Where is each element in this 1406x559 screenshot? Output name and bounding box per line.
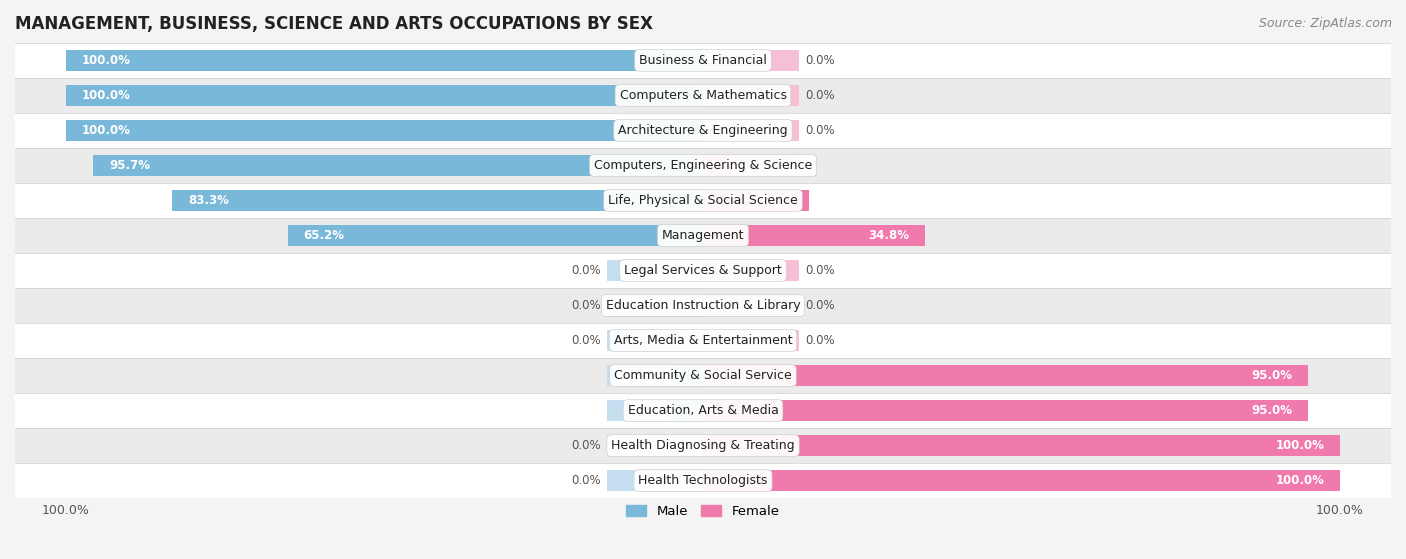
Bar [607,50,703,70]
Text: MANAGEMENT, BUSINESS, SCIENCE AND ARTS OCCUPATIONS BY SEX: MANAGEMENT, BUSINESS, SCIENCE AND ARTS O… [15,15,652,33]
Text: 100.0%: 100.0% [82,54,131,67]
Text: Community & Social Service: Community & Social Service [614,369,792,382]
Bar [703,190,810,211]
Text: 65.2%: 65.2% [304,229,344,242]
Text: 34.8%: 34.8% [868,229,908,242]
Text: 0.0%: 0.0% [804,264,835,277]
Text: 83.3%: 83.3% [188,194,229,207]
Bar [703,435,1340,456]
Text: Business & Financial: Business & Financial [640,54,766,67]
Text: 100.0%: 100.0% [1275,474,1324,487]
Bar [66,50,703,70]
Bar [15,183,1391,218]
Bar [671,400,703,421]
Text: Computers, Engineering & Science: Computers, Engineering & Science [593,159,813,172]
Bar [607,120,703,140]
Bar [607,435,703,456]
Bar [15,218,1391,253]
Bar [607,330,703,350]
Bar [703,366,1308,386]
Bar [703,471,1340,491]
Bar [173,190,703,211]
Bar [607,366,703,386]
Text: Health Diagnosing & Treating: Health Diagnosing & Treating [612,439,794,452]
Text: Life, Physical & Social Science: Life, Physical & Social Science [609,194,797,207]
Bar [703,50,799,70]
Text: 5.0%: 5.0% [688,404,720,417]
Text: Computers & Mathematics: Computers & Mathematics [620,89,786,102]
Text: 0.0%: 0.0% [571,439,602,452]
Text: 100.0%: 100.0% [82,124,131,137]
Text: 100.0%: 100.0% [1275,439,1324,452]
Bar [703,400,1308,421]
Bar [703,435,799,456]
Bar [703,225,799,245]
Text: 0.0%: 0.0% [804,299,835,312]
Bar [15,148,1391,183]
Text: Legal Services & Support: Legal Services & Support [624,264,782,277]
Bar [66,86,703,106]
Bar [703,225,925,245]
Text: Source: ZipAtlas.com: Source: ZipAtlas.com [1258,17,1392,30]
Bar [703,155,731,176]
Bar [288,225,703,245]
Bar [703,86,799,106]
Text: 95.0%: 95.0% [1251,369,1292,382]
Text: 0.0%: 0.0% [804,124,835,137]
Text: 0.0%: 0.0% [571,334,602,347]
Bar [703,471,799,491]
Legend: Male, Female: Male, Female [621,499,785,523]
Text: 16.7%: 16.7% [752,194,793,207]
Text: 95.0%: 95.0% [1251,404,1292,417]
Text: 4.4%: 4.4% [682,159,716,172]
Bar [15,393,1391,428]
Text: Health Technologists: Health Technologists [638,474,768,487]
Text: Architecture & Engineering: Architecture & Engineering [619,124,787,137]
Bar [607,86,703,106]
Bar [607,260,703,281]
Text: 0.0%: 0.0% [804,89,835,102]
Text: 95.7%: 95.7% [110,159,150,172]
Bar [607,225,703,245]
Bar [607,295,703,316]
Bar [703,295,799,316]
Text: 0.0%: 0.0% [571,264,602,277]
Text: 0.0%: 0.0% [571,474,602,487]
Text: Education Instruction & Library: Education Instruction & Library [606,299,800,312]
Bar [703,366,799,386]
Bar [15,78,1391,113]
Bar [703,155,799,176]
Text: 0.0%: 0.0% [804,334,835,347]
Bar [607,400,703,421]
Bar [66,120,703,140]
Text: Education, Arts & Media: Education, Arts & Media [627,404,779,417]
Bar [15,428,1391,463]
Bar [93,155,703,176]
Bar [15,113,1391,148]
Bar [703,190,799,211]
Bar [15,323,1391,358]
Text: 100.0%: 100.0% [82,89,131,102]
Bar [607,471,703,491]
Bar [15,288,1391,323]
Bar [607,190,703,211]
Bar [15,43,1391,78]
Bar [15,253,1391,288]
Text: Arts, Media & Entertainment: Arts, Media & Entertainment [613,334,793,347]
Bar [15,358,1391,393]
Text: 5.0%: 5.0% [688,369,720,382]
Bar [15,463,1391,498]
Bar [703,260,799,281]
Text: 0.0%: 0.0% [571,299,602,312]
Bar [703,400,799,421]
Bar [703,330,799,350]
Bar [703,120,799,140]
Text: Management: Management [662,229,744,242]
Text: 0.0%: 0.0% [804,54,835,67]
Bar [671,366,703,386]
Bar [607,155,703,176]
